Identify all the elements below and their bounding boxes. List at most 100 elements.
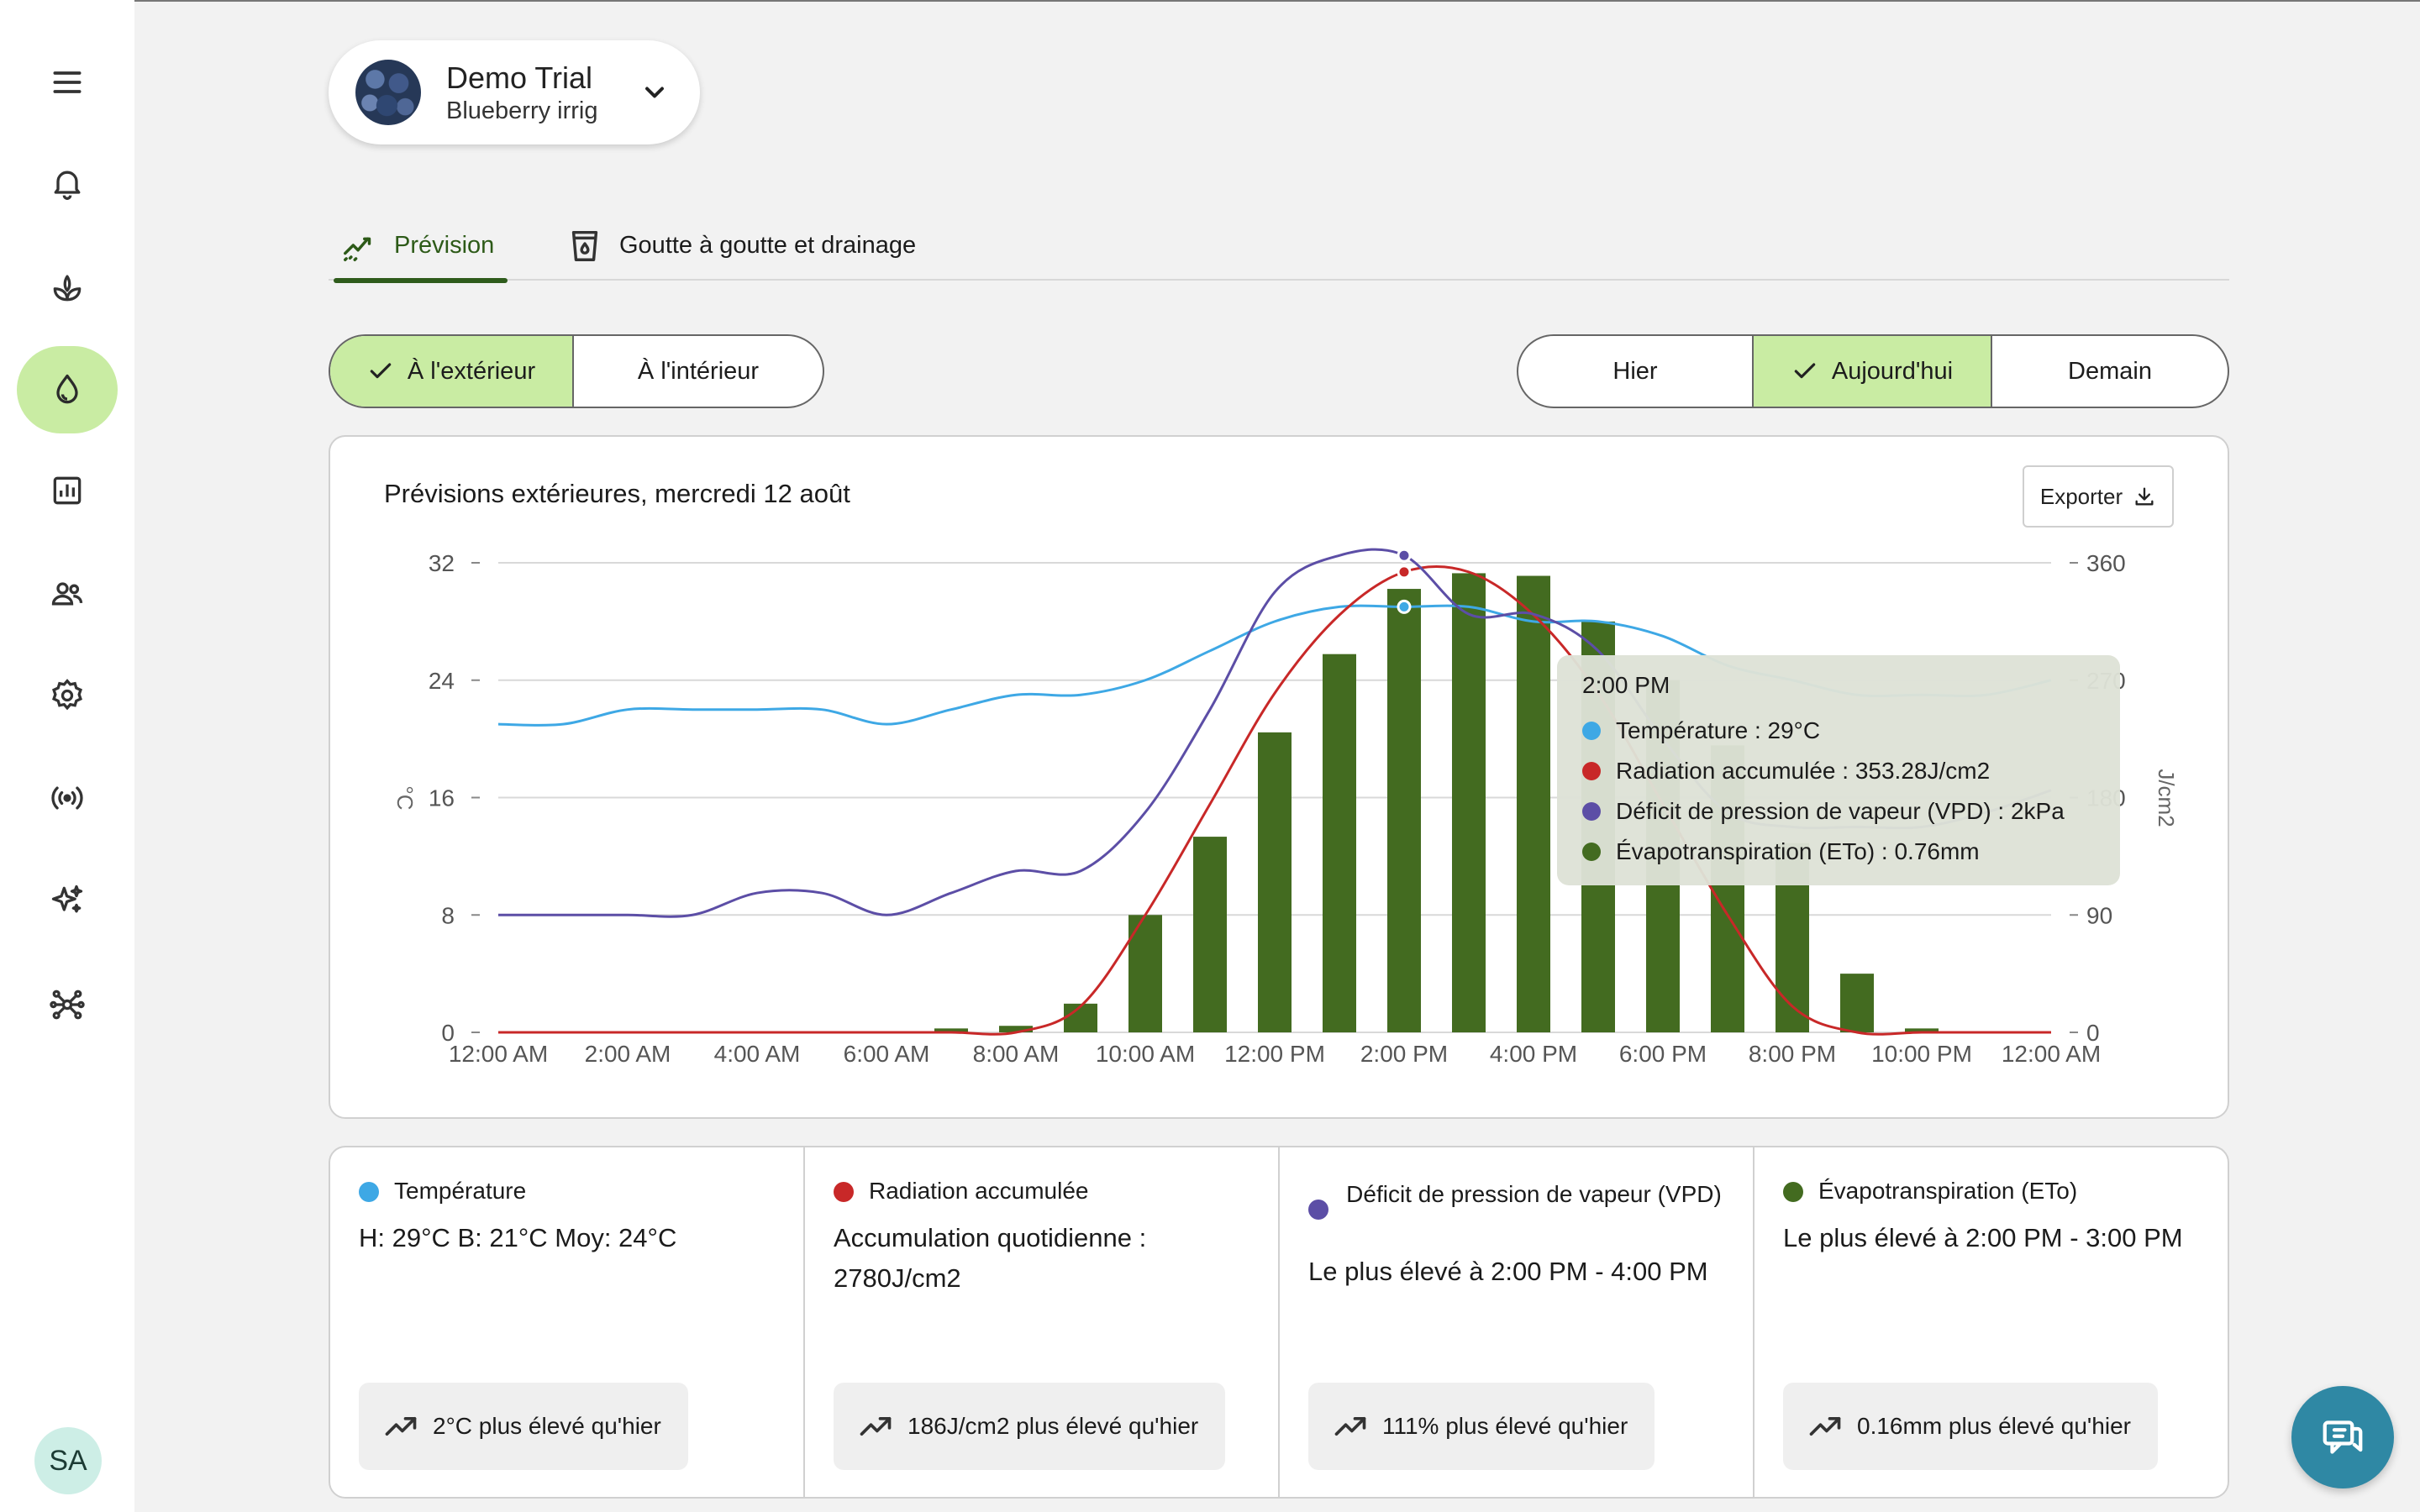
x-tick-label: 2:00 AM	[585, 1041, 671, 1067]
bar-chart-icon[interactable]	[17, 447, 118, 534]
outdoor-option-label: À l'extérieur	[407, 357, 536, 385]
forecast-chart-card: Prévisions extérieures, mercredi 12 août…	[329, 435, 2229, 1119]
x-tick-label: 8:00 PM	[1749, 1041, 1836, 1067]
stat-body: Le plus élevé à 2:00 PM - 4:00 PM	[1308, 1257, 1708, 1286]
export-button-label: Exporter	[2039, 483, 2123, 509]
x-tick-label: 10:00 AM	[1096, 1041, 1195, 1067]
eto-bar	[999, 1026, 1033, 1032]
tab-prevision-label: Prévision	[394, 231, 495, 259]
stat-card-eto: Évapotranspiration (ETo) Le plus élevé à…	[1754, 1147, 2228, 1497]
trending-up-icon	[860, 1417, 892, 1436]
tooltip-temperature: Température : 29°C	[1616, 717, 1821, 743]
trial-subtitle: Blueberry irrig	[446, 97, 598, 124]
left-axis-label: °C	[392, 785, 418, 810]
right-tick-label: 90	[2086, 902, 2112, 928]
trending-up-icon	[385, 1417, 417, 1436]
x-tick-label: 12:00 AM	[449, 1041, 548, 1067]
check-icon	[370, 363, 392, 379]
check-icon	[1794, 363, 1816, 379]
plant-icon[interactable]	[17, 244, 118, 331]
right-axis-label: J/cm2	[2154, 769, 2179, 827]
location-toggle: À l'extérieur À l'intérieur	[329, 334, 824, 408]
trend-badge: 2°C plus élevé qu'hier	[359, 1383, 688, 1470]
stat-card-temperature: Température H: 29°C B: 21°C Moy: 24°C 2°…	[330, 1147, 805, 1497]
left-tick-label: 0	[441, 1020, 455, 1046]
stat-label: Température	[394, 1178, 527, 1204]
water-drop-icon[interactable]	[17, 346, 118, 433]
yesterday-option[interactable]: Hier	[1518, 336, 1754, 407]
vpd-hover-point	[1397, 548, 1412, 563]
left-tick-label: 24	[429, 668, 455, 694]
tomorrow-option[interactable]: Demain	[1992, 336, 2228, 407]
x-tick-label: 12:00 PM	[1224, 1041, 1325, 1067]
yesterday-option-label: Hier	[1612, 357, 1658, 385]
tomorrow-option-label: Demain	[2068, 357, 2152, 385]
indoor-option[interactable]: À l'intérieur	[574, 336, 823, 407]
outdoor-option[interactable]: À l'extérieur	[330, 336, 574, 407]
x-tick-label: 8:00 AM	[973, 1041, 1060, 1067]
tooltip-time: 2:00 PM	[1582, 672, 1670, 698]
broadcast-icon[interactable]	[17, 754, 118, 842]
eto-bar	[1323, 654, 1356, 1032]
stat-card-radiation: Radiation accumulée Accumulation quotidi…	[805, 1147, 1280, 1497]
tab-prevision[interactable]: Prévision	[333, 210, 508, 283]
sidebar: SA	[0, 0, 134, 1512]
cup-drop-icon	[571, 230, 598, 261]
trending-up-icon	[1809, 1417, 1841, 1436]
avatar[interactable]: SA	[34, 1427, 102, 1494]
x-tick-label: 4:00 PM	[1490, 1041, 1577, 1067]
tab-drip-drainage-label: Goutte à goutte et drainage	[619, 231, 917, 259]
temperature-dot-icon	[1582, 722, 1601, 740]
eto-bar	[1905, 1028, 1939, 1032]
temperature-dot-icon	[359, 1182, 379, 1202]
trend-chart-icon	[344, 237, 371, 261]
chat-button[interactable]	[2291, 1386, 2394, 1488]
x-tick-label: 2:00 PM	[1360, 1041, 1448, 1067]
trend-badge: 186J/cm2 plus élevé qu'hier	[834, 1383, 1226, 1470]
eto-bar	[1258, 732, 1292, 1032]
top-border	[0, 0, 2420, 2]
network-icon[interactable]	[17, 961, 118, 1048]
stat-card-vpd: Déficit de pression de vapeur (VPD) Le p…	[1280, 1147, 1754, 1497]
x-tick-label: 4:00 AM	[714, 1041, 801, 1067]
users-icon[interactable]	[17, 549, 118, 637]
tab-drip-drainage[interactable]: Goutte à goutte et drainage	[566, 210, 916, 281]
indoor-option-label: À l'intérieur	[637, 357, 760, 385]
temperature-hover-point	[1397, 599, 1412, 614]
trial-selector[interactable]: Demo Trial Blueberry irrig	[329, 40, 700, 144]
trend-text: 0.16mm plus élevé qu'hier	[1857, 1413, 2131, 1439]
x-tick-label: 10:00 PM	[1871, 1041, 1972, 1067]
stat-body: Accumulation quotidienne : 2780J/cm2	[834, 1223, 1147, 1293]
stat-body: H: 29°C B: 21°C Moy: 24°C	[359, 1223, 677, 1252]
chart-title: Prévisions extérieures, mercredi 12 août	[384, 479, 850, 508]
bell-icon[interactable]	[17, 139, 118, 227]
eto-bar	[934, 1028, 968, 1032]
main-content: Demo Trial Blueberry irrig Prévision Gou…	[134, 0, 2420, 1512]
today-option[interactable]: Aujourd'hui	[1754, 336, 1992, 407]
eto-bar	[1452, 573, 1486, 1032]
tooltip-eto: Évapotranspiration (ETo) : 0.76mm	[1616, 838, 1980, 864]
tooltip-vpd: Déficit de pression de vapeur (VPD) : 2k…	[1616, 798, 2065, 824]
tooltip-row: Radiation accumulée : 353.28J/cm2	[1582, 751, 2095, 791]
tooltip-row: Température : 29°C	[1582, 711, 2095, 751]
summary-stats: Température H: 29°C B: 21°C Moy: 24°C 2°…	[329, 1146, 2229, 1499]
radiation-dot-icon	[834, 1182, 854, 1202]
day-toggle: Hier Aujourd'hui Demain	[1517, 334, 2229, 408]
chart-tooltip: 2:00 PM Température : 29°C Radiation acc…	[1557, 655, 2120, 885]
right-tick-label: 0	[2086, 1020, 2100, 1046]
eto-bar	[1064, 1003, 1097, 1032]
trend-text: 111% plus élevé qu'hier	[1382, 1413, 1628, 1439]
stat-body: Le plus élevé à 2:00 PM - 3:00 PM	[1783, 1223, 2183, 1252]
trend-text: 186J/cm2 plus élevé qu'hier	[908, 1413, 1199, 1439]
sparkles-icon[interactable]	[17, 857, 118, 944]
left-tick-label: 16	[429, 785, 455, 811]
export-button[interactable]: Exporter	[2023, 465, 2174, 528]
eto-bar	[1517, 575, 1550, 1032]
tab-bar: Prévision Goutte à goutte et drainage	[329, 210, 2229, 283]
x-tick-label: 6:00 AM	[844, 1041, 930, 1067]
stat-label: Déficit de pression de vapeur (VPD)	[1346, 1181, 1722, 1207]
tooltip-row: Évapotranspiration (ETo) : 0.76mm	[1582, 832, 2095, 872]
vpd-dot-icon	[1308, 1200, 1328, 1220]
menu-icon[interactable]	[17, 39, 118, 126]
gear-icon[interactable]	[17, 652, 118, 739]
